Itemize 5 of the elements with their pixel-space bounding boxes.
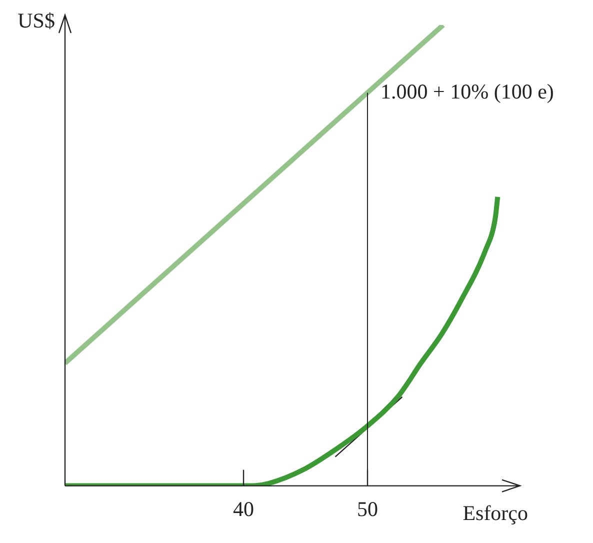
- y-axis-title: US$: [18, 8, 55, 33]
- annotation: 1.000 + 10% (100 e): [380, 79, 554, 104]
- x-tick-label: 40: [233, 496, 254, 521]
- x-tick-label: 50: [357, 496, 378, 521]
- x-axis-title: Esforço: [462, 500, 528, 525]
